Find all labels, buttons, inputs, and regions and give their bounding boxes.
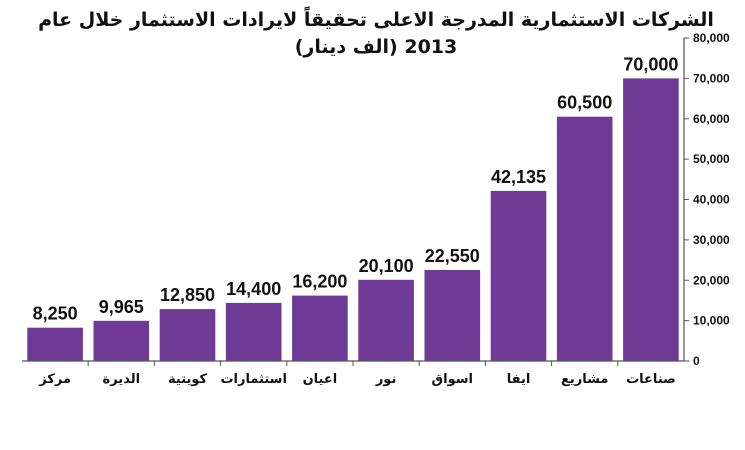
y-tick-label: 0 (693, 354, 700, 368)
category-label: نور (375, 372, 397, 387)
bar (424, 270, 481, 361)
data-label: 70,000 (623, 54, 678, 74)
bar (292, 295, 348, 361)
data-label: 60,500 (557, 93, 612, 113)
bars-group (27, 78, 679, 362)
data-label: 9,965 (99, 297, 144, 317)
y-tick-label: 20,000 (693, 273, 730, 287)
y-axis-ticks: 0 10,000 20,000 30,000 40,000 50,000 60,000 70,… (684, 31, 730, 368)
category-label: الديرة (103, 372, 141, 387)
category-label: مركز (38, 372, 71, 387)
bar (93, 320, 150, 361)
bar (27, 327, 83, 361)
data-label: 20,100 (359, 256, 414, 276)
y-tick-label: 30,000 (693, 233, 730, 247)
data-label: 42,135 (491, 167, 546, 187)
data-labels-group: 8,250 9,965 12,850 14,400 16,200 20,100 22,550… (33, 54, 679, 323)
category-label: اسواق (432, 372, 473, 387)
x-axis-categories: مركز الديرة كويتية استثمارات اعيان نور اسواق اي… (38, 372, 675, 387)
bar (159, 309, 216, 361)
data-label: 22,550 (425, 246, 480, 266)
bar (358, 279, 414, 361)
chart-title-line-1: الشركات الاستثمارية المدرجة الاعلى تحقيق… (38, 6, 714, 31)
y-tick-label: 80,000 (693, 31, 730, 45)
category-label: ايفا (507, 372, 531, 387)
data-label: 16,200 (292, 272, 347, 292)
category-label: كويتية (168, 372, 208, 387)
data-label: 8,250 (33, 304, 78, 324)
y-tick-label: 70,000 (693, 71, 730, 85)
y-tick-label: 40,000 (693, 193, 730, 207)
chart-title-line-2: 2013 (الف دينار) (295, 36, 457, 58)
y-tick-label: 10,000 (693, 314, 730, 328)
bar (623, 78, 679, 362)
category-label: صناعات (626, 372, 676, 387)
data-label: 12,850 (160, 285, 215, 305)
bar (490, 190, 547, 361)
y-tick-label: 60,000 (693, 112, 730, 126)
category-label: استثمارات (220, 372, 286, 387)
bar (556, 116, 613, 361)
data-label: 14,400 (226, 279, 281, 299)
y-tick-label: 50,000 (693, 152, 730, 166)
category-label: اعيان (303, 372, 338, 387)
bar (225, 302, 282, 361)
category-label: مشاريع (561, 372, 608, 387)
